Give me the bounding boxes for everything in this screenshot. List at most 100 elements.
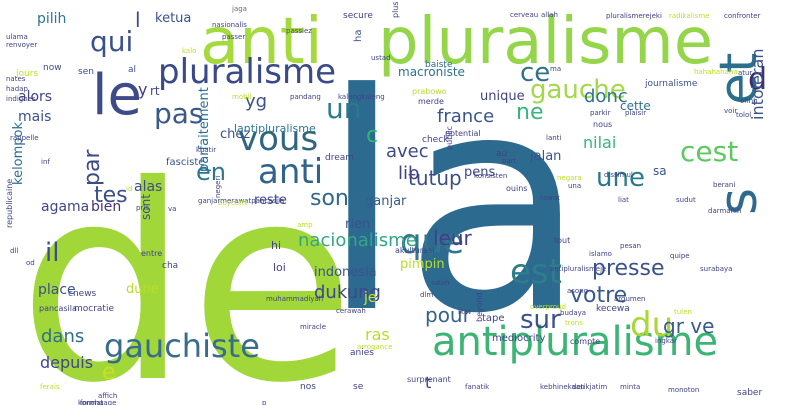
word-un: un (326, 92, 362, 125)
word-konoha: konoha (78, 399, 104, 405)
word-compte: compte (570, 337, 601, 346)
word-al: al (128, 65, 137, 75)
word-par: par (80, 149, 105, 187)
word-place: place (38, 282, 76, 298)
word-ma: ma (550, 65, 562, 73)
word-pimpin: pimpin (400, 257, 445, 272)
word-ne: ne (516, 100, 544, 125)
word-renvoyer: renvoyer (6, 41, 38, 49)
word-konsisten: konsisten (474, 172, 508, 180)
word-sen: sen (78, 67, 94, 77)
word-p: p (262, 399, 267, 405)
word-arrogance: arrogance (357, 343, 393, 351)
word-ingkar: ingkar (655, 337, 677, 345)
word-presse: presse (592, 256, 665, 281)
word-t: t (425, 373, 432, 392)
word-que: que (400, 222, 465, 262)
word-miracle: miracle (300, 323, 327, 331)
word-nacionalisme: nacionalisme (298, 230, 417, 251)
word-surprenant: surprenant (407, 375, 451, 384)
word-amp: amp (297, 221, 313, 229)
word-muhammadiyah: muhammadiyah (266, 295, 324, 303)
word-salah: salah (431, 279, 450, 287)
word-islamo: islamo (589, 250, 612, 258)
word-rt: rt (150, 84, 160, 98)
word-allah: allah (541, 11, 558, 19)
word-od: od (26, 259, 35, 267)
word-jalan: jalan (530, 149, 562, 164)
word-atur: atur (738, 69, 753, 77)
word-ce: ce (520, 58, 551, 88)
word-je: je (364, 290, 377, 306)
word-argumen: argumen (614, 295, 646, 303)
word-sa: sa (653, 164, 667, 178)
word-detikjatim: detikjatim (572, 383, 608, 391)
word-sur: sur (520, 305, 561, 335)
word-cha: cha (162, 261, 179, 271)
word-gauche: gauche (530, 75, 626, 105)
word-tout: tout (554, 236, 571, 245)
word-leur: leur (433, 226, 472, 250)
word-ganjarmerawatpancasila: ganjarmerawatpancasila (198, 197, 285, 205)
word-negeri: negeri (214, 175, 222, 198)
word-y: y (138, 80, 148, 99)
word-pancasila: pancasila (39, 304, 77, 313)
word-chez: chez (220, 127, 251, 142)
word-dll: dll (10, 247, 19, 255)
word-tape: tape (482, 313, 505, 324)
word-boycotte: boycotte (218, 199, 249, 207)
word-france: france (437, 106, 495, 127)
word-du: du (630, 305, 674, 345)
word-nates: nates (6, 75, 26, 83)
word-depuis: depuis (40, 353, 94, 372)
word-ganjar: ganjar (365, 194, 407, 209)
word-mais: mais (18, 109, 52, 125)
word-tolol: tolol (736, 111, 752, 119)
word-bien: bien (91, 199, 122, 215)
word-loi: loi (273, 261, 286, 274)
word-kecewa: kecewa (596, 304, 630, 314)
word-cerveau: cerveau (510, 11, 539, 19)
word-entre: entre (141, 249, 163, 258)
word-minta: minta (620, 383, 641, 391)
word-saber: saber (737, 388, 763, 398)
word-confronter: confronter (724, 12, 761, 20)
word-anti: anti (200, 5, 323, 79)
word-kebhinekaan: kebhinekaan (540, 383, 585, 391)
word-kalo: kalo (182, 47, 197, 55)
word-ha: ha (353, 29, 364, 42)
word-cerawah: cerawah (336, 307, 366, 315)
word-vous: vous (238, 119, 319, 159)
word-una: una (568, 182, 582, 190)
word-republicaine: republicaine (5, 178, 14, 228)
word-overproud: overproud (530, 303, 566, 311)
word-radikalisme: radikalisme (669, 12, 710, 20)
word-une: une (596, 163, 645, 193)
word-nilai: nilai (583, 133, 617, 152)
word-tutup: tutup (408, 166, 462, 190)
word-indignes: indignes (6, 95, 36, 103)
word-la: la (320, 30, 588, 379)
word-passiez: passiez (286, 27, 312, 35)
word-intoleran: intoleran (748, 48, 767, 120)
word-ferais: ferais (40, 383, 60, 391)
word-quipe: quipe (670, 252, 690, 260)
word-asong: asong (567, 287, 589, 295)
word-mocratie: mocratie (74, 304, 115, 314)
word-ohhh: ohhh (740, 97, 758, 105)
word-nous: nous (593, 120, 613, 129)
word-le: le (92, 63, 143, 128)
word-ras: ras (365, 325, 390, 344)
word-rien: rien (345, 217, 371, 232)
word-kalengkaleng: kalengkaleng (338, 93, 385, 101)
word-passer: passer (222, 33, 246, 41)
word-potential: potential (445, 129, 481, 138)
word-fasciste: fasciste (166, 157, 205, 168)
word-monoton: monoton (668, 386, 700, 394)
word-affich: affich (98, 392, 118, 400)
word-indonesia: indonesia (314, 265, 377, 280)
word-c: c (366, 123, 379, 148)
word-l: l (135, 8, 141, 32)
word-hadap: hadap (6, 85, 28, 93)
word-dans: dans (41, 326, 85, 347)
